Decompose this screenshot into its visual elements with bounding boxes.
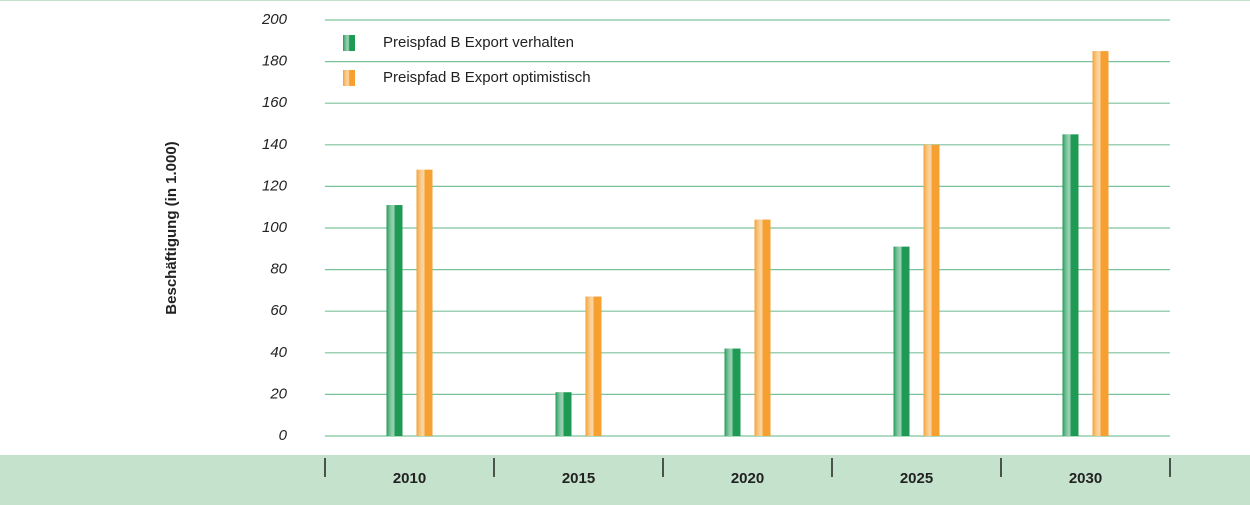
y-tick-label: 80 (270, 261, 287, 278)
bar (1092, 51, 1109, 436)
x-tick-label: 2020 (731, 470, 764, 487)
bar (893, 246, 910, 436)
bar (386, 205, 403, 436)
x-tick-label: 2010 (393, 470, 426, 487)
y-tick-label: 0 (279, 427, 288, 444)
bar (1062, 134, 1079, 436)
x-tick-label: 2025 (900, 470, 933, 487)
bar (555, 392, 572, 436)
bar (923, 144, 940, 437)
y-tick-label: 40 (270, 344, 287, 361)
legend-label: Preispfad B Export verhalten (383, 34, 574, 51)
category-band (0, 455, 1250, 505)
y-tick-label: 160 (262, 94, 288, 111)
y-tick-label: 180 (262, 53, 288, 70)
bar (585, 296, 602, 436)
y-tick-label: 140 (262, 136, 288, 153)
y-tick-label: 60 (270, 302, 287, 319)
y-tick-label: 200 (261, 11, 288, 28)
bar (416, 169, 433, 436)
bar (754, 219, 771, 436)
y-axis-title: Beschäftigung (in 1.000) (163, 141, 180, 314)
x-tick-label: 2015 (562, 470, 595, 487)
y-tick-label: 100 (262, 219, 288, 236)
x-tick-label: 2030 (1069, 470, 1102, 487)
y-tick-label: 120 (262, 177, 288, 194)
bar (724, 348, 741, 436)
legend-label: Preispfad B Export optimistisch (383, 69, 591, 86)
y-tick-label: 20 (269, 385, 287, 402)
